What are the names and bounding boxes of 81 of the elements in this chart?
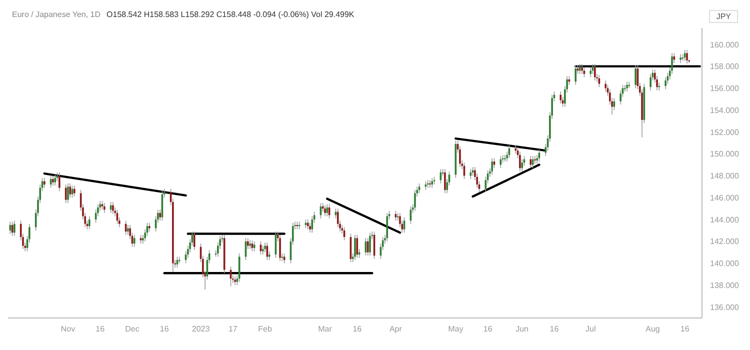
candlestick	[650, 74, 652, 91]
y-tick-label: 138.000	[710, 281, 740, 290]
y-tick-label: 160.000	[710, 40, 740, 50]
candlestick	[112, 202, 114, 214]
y-axis-title: JPY	[709, 10, 738, 23]
x-tick-label: 16	[352, 324, 362, 334]
candlestick	[634, 64, 636, 89]
candlestick	[590, 66, 592, 78]
candlestick	[178, 256, 180, 264]
candlestick	[684, 49, 686, 62]
candlestick	[9, 221, 12, 234]
candlestick	[414, 190, 416, 212]
candlestick	[626, 81, 628, 92]
x-tick-label: Mar	[318, 324, 332, 334]
x-tick-label: 17	[228, 324, 238, 334]
candlestick	[369, 232, 371, 256]
candlestick	[530, 156, 532, 168]
candlestick	[262, 245, 264, 255]
candlestick	[560, 91, 562, 104]
candlestick	[336, 208, 339, 228]
x-tick-label: Feb	[258, 324, 272, 334]
y-tick-label: 146.000	[710, 193, 740, 202]
x-tick-label: 16	[96, 324, 106, 334]
x-tick-label: Aug	[646, 324, 660, 334]
candlestick	[581, 64, 583, 74]
x-tick-label: Jun	[516, 324, 529, 334]
y-tick-label: 142.000	[710, 237, 740, 246]
candlestick	[52, 175, 54, 186]
x-tick-label: 16	[550, 324, 560, 334]
candlestick	[133, 234, 136, 248]
y-tick-label: 148.000	[710, 172, 740, 181]
x-tick-label: 2023	[192, 324, 210, 334]
candlestick	[193, 231, 196, 251]
x-tick-label: 16	[680, 324, 690, 334]
y-tick-label: 140.000	[710, 259, 740, 268]
candlestick	[127, 224, 129, 236]
candlestick	[444, 168, 446, 194]
y-tick-label: 156.000	[710, 84, 740, 94]
y-tick-label: 154.000	[710, 106, 740, 115]
candlestick	[514, 144, 517, 154]
candlestick	[431, 178, 434, 188]
candlestick	[74, 185, 76, 197]
candlestick	[579, 64, 581, 74]
candlestick	[686, 49, 688, 64]
candlestick	[324, 204, 326, 217]
y-tick-label: 136.000	[710, 302, 740, 312]
candlestick	[534, 156, 536, 164]
candlestick	[14, 220, 16, 236]
y-tick-label: 144.000	[710, 215, 740, 224]
candlestick	[574, 64, 577, 86]
candlestick	[519, 151, 521, 172]
candlestick	[504, 154, 506, 162]
candlestick	[44, 178, 46, 188]
candlestick	[54, 174, 56, 186]
candlestick	[594, 64, 596, 81]
candlestick	[354, 234, 356, 260]
x-tick-label: Nov	[60, 324, 76, 334]
candlestick	[356, 234, 358, 258]
chart-title: Euro / Japanese Yen, 1D	[12, 10, 101, 19]
x-tick-label: 16	[160, 324, 170, 334]
x-tick-label: Dec	[125, 324, 140, 334]
candlestick	[306, 219, 309, 230]
x-tick-label: Jul	[586, 324, 596, 334]
candlestick	[680, 54, 682, 64]
candlestick	[386, 212, 388, 242]
x-tick-label: 16	[483, 324, 493, 334]
candlestick	[67, 182, 69, 204]
candlestick	[103, 202, 106, 214]
y-tick-label: 152.000	[710, 128, 740, 137]
candlestick	[604, 80, 607, 92]
candlestick	[88, 216, 90, 230]
x-tick-label: May	[448, 324, 464, 334]
candlestick	[279, 234, 281, 262]
x-tick-label: Apr	[389, 324, 402, 334]
candlestick	[58, 172, 60, 192]
candlestick	[664, 76, 666, 90]
candlestick	[429, 180, 431, 188]
y-tick-label: 150.000	[710, 150, 740, 159]
y-tick-label: 158.000	[710, 62, 740, 72]
candlestick	[491, 158, 493, 176]
text: O158.542 H158.583 L158.292 C158.448 -0.094 (-0.06%) Vol 29.499K	[106, 10, 354, 19]
